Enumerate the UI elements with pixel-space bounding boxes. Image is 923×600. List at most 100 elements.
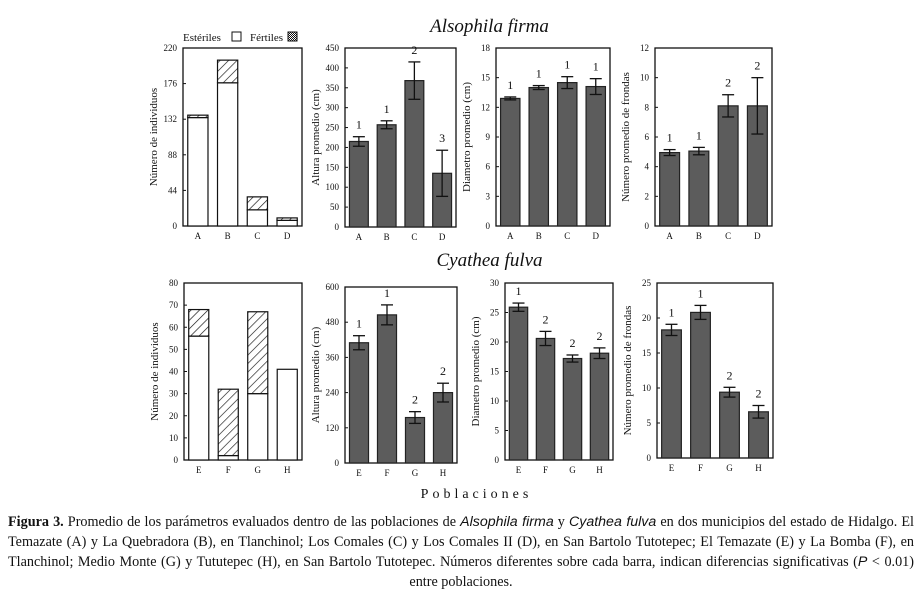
plot-frame	[344, 47, 457, 228]
y-tick-label: 12	[640, 43, 649, 53]
caption-text: y	[553, 514, 569, 530]
y-tick-label: 15	[490, 367, 500, 377]
significance-label: 2	[754, 59, 760, 73]
y-tick-label: 6	[645, 132, 650, 142]
significance-label: 1	[667, 131, 673, 145]
bar-fertile	[187, 114, 209, 119]
y-tick-label: 20	[490, 337, 500, 347]
y-tick-label: 30	[169, 389, 179, 399]
y-tick-label: 12	[481, 102, 490, 112]
x-tick-label: A	[507, 231, 514, 241]
bar-sterile	[188, 335, 210, 461]
y-tick-label: 30	[490, 278, 500, 288]
bar	[528, 86, 550, 227]
x-tick-label: C	[254, 231, 260, 241]
x-tick-label: D	[754, 231, 761, 241]
chart-panel-3: 0 3 6 9 12 15 18 Diametro promedio (cm) A 1 B 1 C 1 D 1	[461, 43, 611, 241]
bar-sterile	[187, 116, 209, 227]
x-tick-label: D	[439, 232, 446, 242]
significance-label: 1	[593, 60, 599, 74]
plot-frame	[656, 282, 774, 459]
chart-panel-2: 0 50 100 150 200 250 300 350 400 450 Altura promed…	[310, 43, 457, 242]
species-title-top: Alsophila firma	[430, 16, 549, 37]
bar	[717, 105, 739, 227]
y-axis-title: Altura promedio (cm)	[310, 326, 322, 423]
significance-label: 2	[440, 364, 446, 378]
x-tick-label: G	[412, 468, 419, 478]
y-axis-title: Altura promedio (cm)	[310, 89, 322, 186]
y-tick-label: 40	[169, 367, 179, 377]
y-tick-label: 0	[173, 221, 178, 231]
bar-sterile	[276, 219, 298, 227]
y-tick-label: 300	[326, 103, 340, 113]
x-tick-label: B	[384, 232, 390, 242]
x-tick-label: E	[669, 463, 675, 473]
legend-sterile-label: Estériles	[183, 32, 221, 44]
y-tick-label: 25	[642, 278, 652, 288]
bar	[688, 150, 710, 227]
figure-caption: Figura 3. Promedio de los parámetros eva…	[8, 512, 914, 592]
y-tick-label: 176	[164, 79, 178, 89]
y-tick-label: 0	[174, 455, 179, 465]
y-tick-label: 150	[326, 162, 340, 172]
bar	[562, 357, 583, 461]
x-tick-label: F	[384, 468, 389, 478]
x-tick-label: B	[225, 231, 231, 241]
bar	[556, 82, 578, 227]
legend-sterile-swatch	[231, 31, 242, 42]
x-tick-label: F	[226, 465, 231, 475]
significance-label: 1	[516, 284, 522, 298]
plot-frame	[344, 286, 458, 464]
y-axis-title: Diametro promedio (cm)	[461, 82, 473, 192]
chart-panel-8: 0 5 10 15 20 25 Número promedio de frondas E 1 F 1…	[622, 278, 774, 473]
caption-text: en dos municipios del estado de Hidalgo.…	[8, 514, 914, 570]
bar	[376, 124, 397, 228]
significance-label: 1	[356, 317, 362, 331]
y-axis-title: Número de individuos	[148, 88, 160, 186]
significance-label: 1	[356, 118, 362, 132]
y-tick-label: 360	[326, 352, 340, 362]
y-tick-label: 10	[640, 73, 650, 83]
y-tick-label: 400	[326, 63, 340, 73]
y-axis-title: Número promedio de frondas	[620, 72, 632, 202]
plot-frame	[182, 47, 303, 227]
significance-label: 2	[725, 76, 731, 90]
species-title-bottom: Cyathea fulva	[436, 250, 543, 271]
bar	[348, 342, 370, 464]
y-tick-label: 25	[490, 308, 500, 318]
y-tick-label: 0	[486, 221, 491, 231]
y-tick-label: 10	[169, 433, 179, 443]
bar-sterile	[246, 209, 269, 227]
x-axis-label: Poblaciones	[420, 487, 533, 502]
y-tick-label: 60	[169, 322, 179, 332]
x-tick-label: C	[725, 231, 731, 241]
x-tick-label: G	[255, 465, 262, 475]
x-tick-label: E	[356, 468, 362, 478]
x-tick-label: D	[284, 231, 291, 241]
bar	[661, 329, 682, 459]
significance-label: 1	[384, 286, 390, 300]
y-tick-label: 20	[642, 313, 652, 323]
y-tick-label: 5	[647, 418, 652, 428]
legend: Estériles Fértiles	[183, 31, 298, 44]
y-tick-label: 250	[326, 123, 340, 133]
y-tick-label: 15	[642, 348, 652, 358]
chart-panel-7: 0 5 10 15 20 25 30 Diametro promedio (cm) E 1 F 2 G 2…	[470, 278, 614, 475]
significance-label: 1	[696, 128, 702, 142]
y-tick-label: 4	[645, 162, 650, 172]
y-tick-label: 132	[164, 114, 178, 124]
y-tick-label: 0	[335, 222, 340, 232]
bar	[404, 80, 425, 228]
bar	[404, 416, 426, 464]
y-tick-label: 9	[486, 132, 491, 142]
y-tick-label: 8	[645, 102, 650, 112]
caption-p-variable: P	[857, 554, 868, 570]
x-tick-label: F	[698, 463, 703, 473]
bar-fertile	[276, 217, 298, 221]
y-tick-label: 100	[326, 182, 340, 192]
x-tick-label: A	[195, 231, 202, 241]
bar-sterile	[276, 368, 298, 461]
y-tick-label: 6	[486, 162, 491, 172]
y-tick-label: 20	[169, 411, 179, 421]
significance-label: 3	[439, 131, 445, 145]
